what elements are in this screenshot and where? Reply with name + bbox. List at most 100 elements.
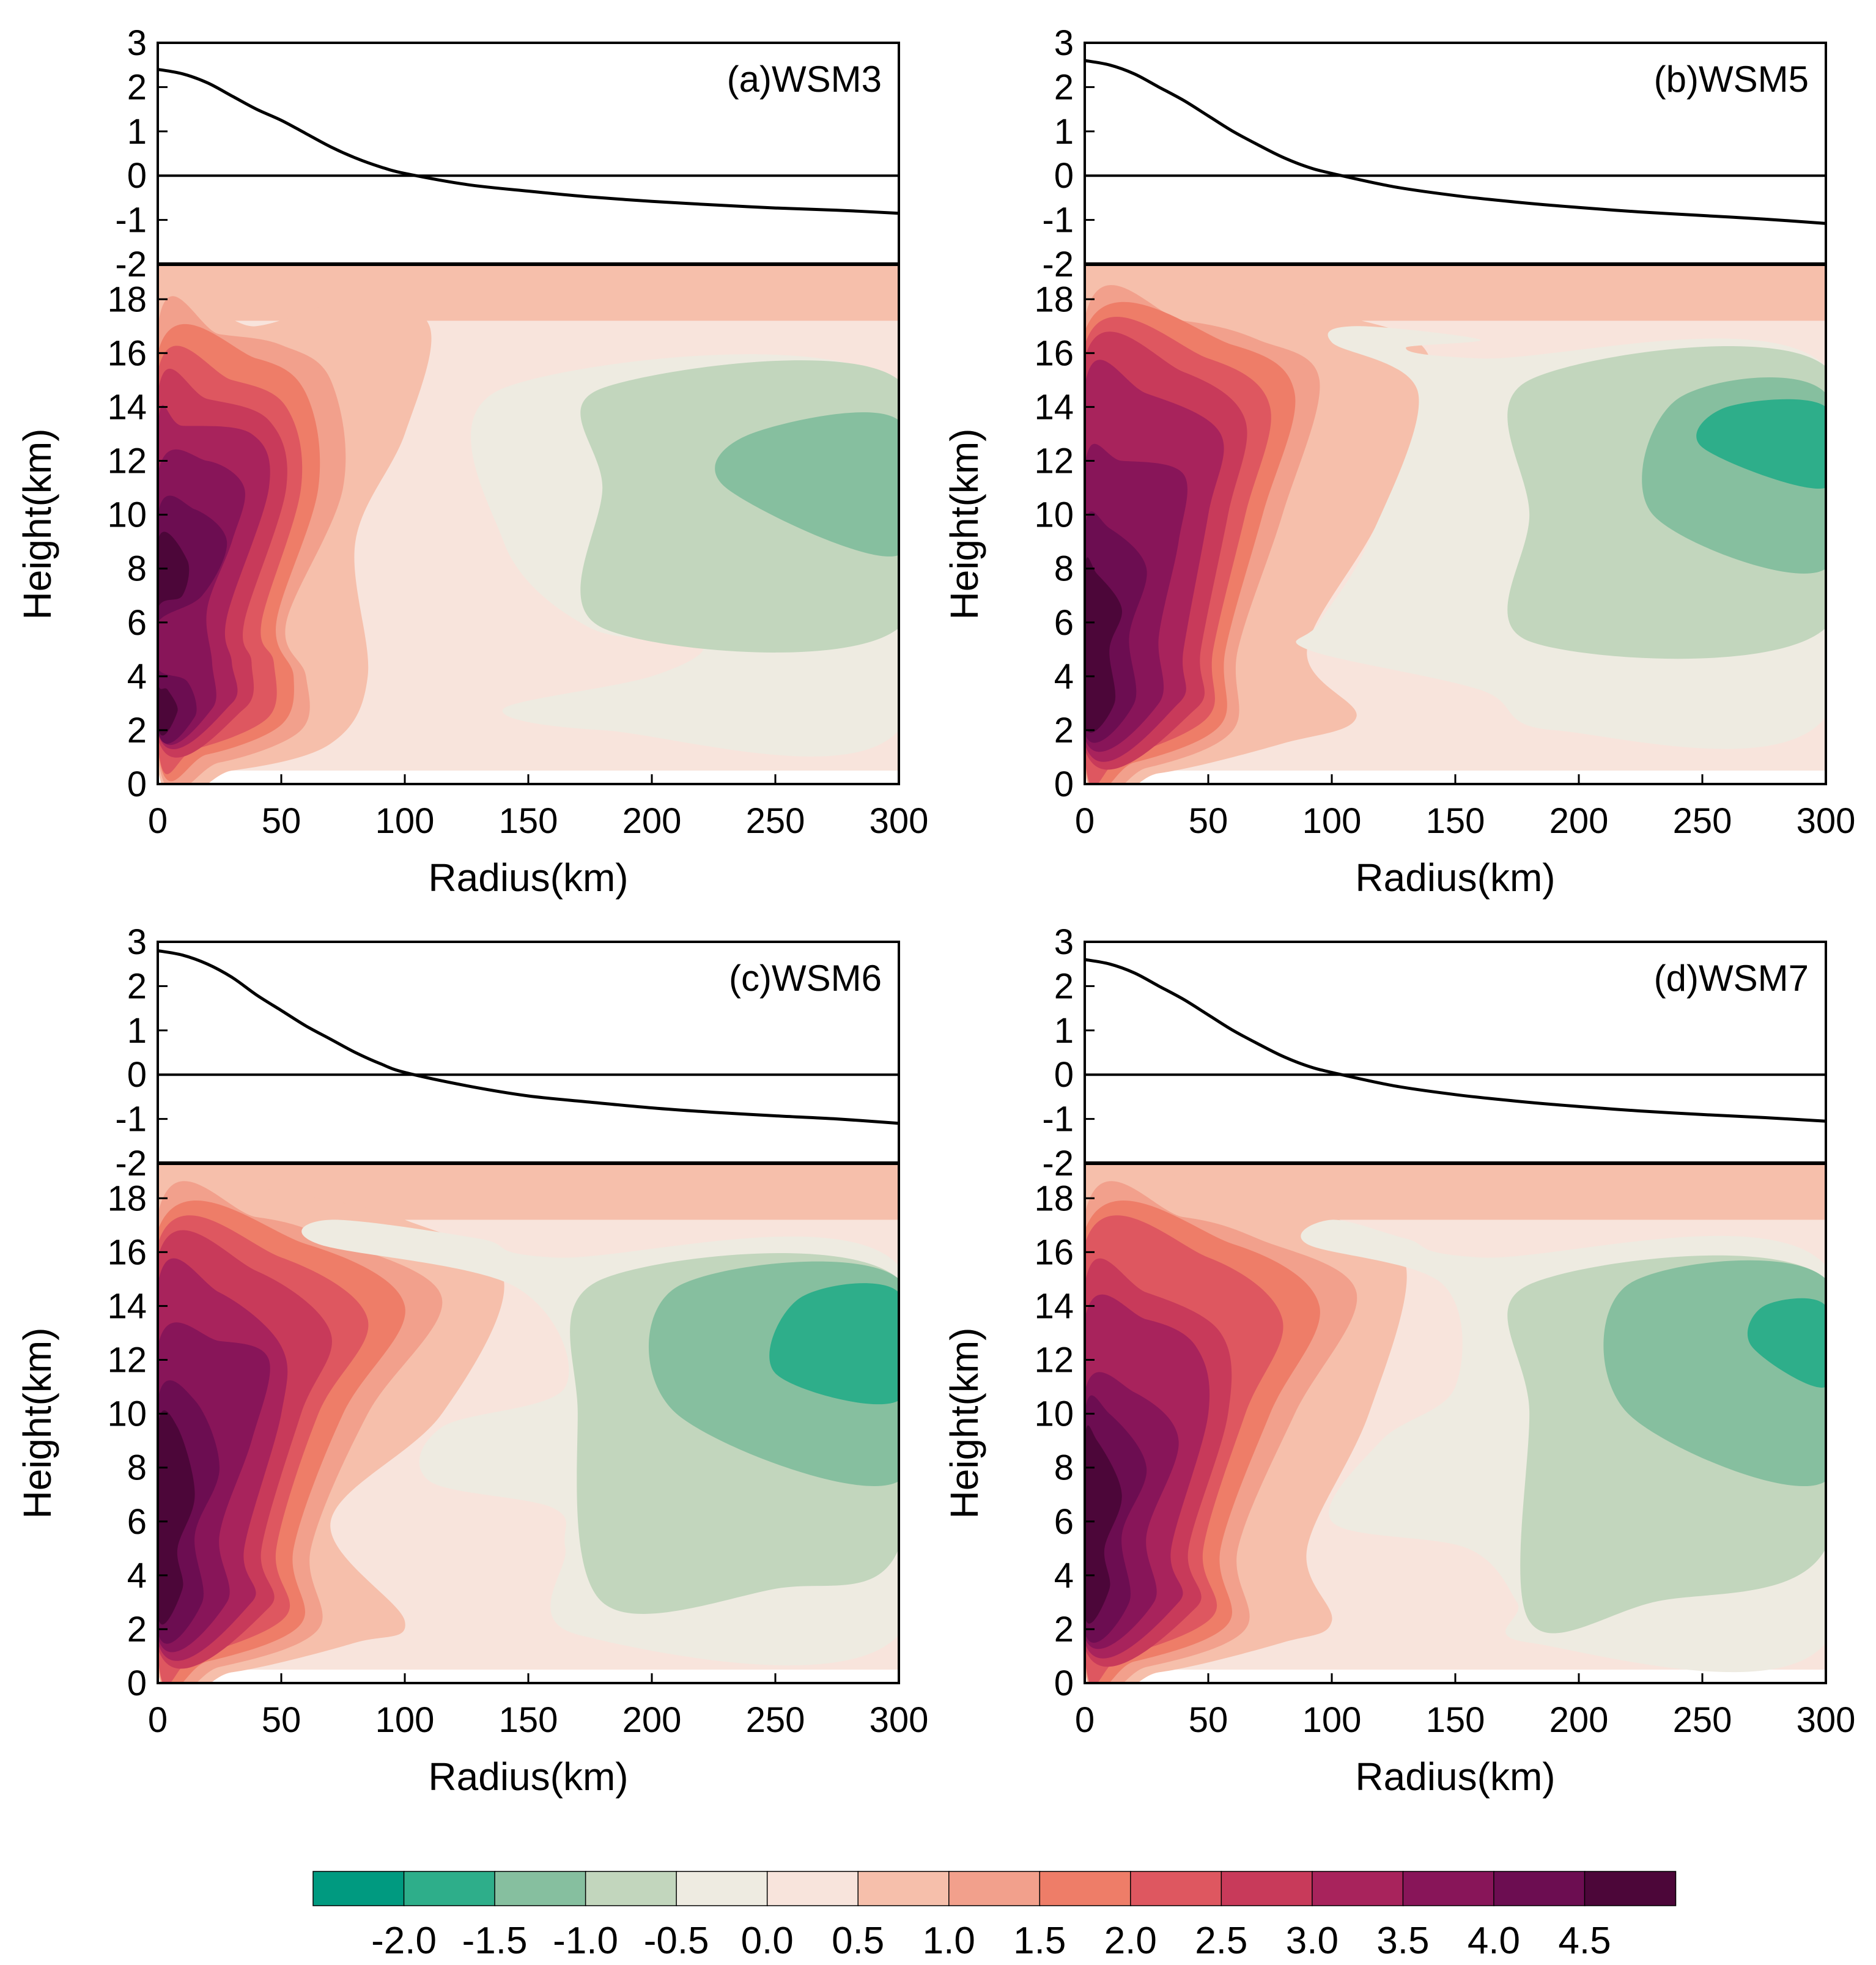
x-tick-label: 250 xyxy=(1673,1700,1732,1740)
y-tick-label: 8 xyxy=(1054,1448,1074,1488)
top-y-tick-label: 1 xyxy=(127,112,147,152)
top-y-tick-label: -2 xyxy=(1042,245,1074,284)
y-tick-label: 18 xyxy=(1034,1179,1074,1218)
colorbar-label: 1.5 xyxy=(1013,1920,1066,1962)
top-y-tick-label: -2 xyxy=(1042,1144,1074,1183)
y-tick-label: 10 xyxy=(107,1394,147,1434)
contour-a-11 xyxy=(715,412,899,557)
y-tick-label: 4 xyxy=(1054,1556,1074,1596)
y-axis-label: Height(km) xyxy=(942,1328,986,1519)
y-tick-label: 8 xyxy=(1054,549,1074,589)
x-tick-label: 200 xyxy=(1549,1700,1609,1740)
top-y-tick-label: 3 xyxy=(127,922,147,962)
top-y-tick-label: -2 xyxy=(115,1144,147,1183)
colorbar-swatch xyxy=(1493,1871,1586,1906)
x-tick-label: 150 xyxy=(1426,801,1485,841)
x-axis-label: Radius(km) xyxy=(1355,1755,1555,1799)
colorbar-swatch xyxy=(403,1871,496,1906)
top-frame-d xyxy=(1084,941,1827,1164)
y-tick-label: 10 xyxy=(1034,495,1074,535)
y-axis-label: Height(km) xyxy=(15,429,59,620)
top-y-tick-label: 3 xyxy=(1054,23,1074,63)
y-tick-label: 18 xyxy=(107,279,147,319)
y-tick-label: 14 xyxy=(1034,1286,1074,1326)
x-tick-label: 150 xyxy=(1426,1700,1485,1740)
x-tick-label: 300 xyxy=(870,801,929,841)
y-tick-label: 2 xyxy=(127,1610,147,1649)
x-tick-label: 50 xyxy=(262,801,301,841)
series-line-b xyxy=(1084,59,1826,225)
x-tick-label: 100 xyxy=(1302,801,1362,841)
contour-upper-band xyxy=(158,264,899,321)
y-tick-label: 4 xyxy=(127,1556,147,1596)
top-y-tick-label: 0 xyxy=(127,1055,147,1095)
x-axis-label: Radius(km) xyxy=(428,856,628,900)
series-line-d xyxy=(1084,958,1826,1123)
y-tick-label: 4 xyxy=(127,657,147,697)
contour-d-12 xyxy=(1747,1298,1826,1388)
top-y-tick-label: -1 xyxy=(115,201,147,240)
colorbar-swatch xyxy=(1130,1871,1222,1906)
contour-fill-b xyxy=(1085,264,1826,784)
colorbar-swatch xyxy=(1221,1871,1313,1906)
y-tick-label: 14 xyxy=(1034,387,1074,427)
top-y-tick-label: 0 xyxy=(1054,1055,1074,1095)
contour-d-8 xyxy=(1085,1425,1122,1624)
colorbar-label: -1.0 xyxy=(553,1920,618,1962)
colorbar-swatch xyxy=(948,1871,1041,1906)
colorbar-swatch xyxy=(1312,1871,1404,1906)
colorbar-swatch xyxy=(1402,1871,1495,1906)
panel-title: (b)WSM5 xyxy=(1654,59,1809,100)
y-tick-label: 10 xyxy=(1034,1394,1074,1434)
y-tick-label: 6 xyxy=(1054,1502,1074,1542)
y-tick-label: 12 xyxy=(1034,1341,1074,1380)
x-tick-label: 0 xyxy=(148,801,168,841)
y-tick-label: 0 xyxy=(127,1663,147,1703)
y-tick-label: 0 xyxy=(127,764,147,804)
top-y-tick-label: 1 xyxy=(127,1011,147,1051)
colorbar-swatch xyxy=(766,1871,859,1906)
y-tick-label: 8 xyxy=(127,549,147,589)
top-y-tick-label: 0 xyxy=(127,156,147,196)
y-tick-label: 6 xyxy=(127,1502,147,1542)
top-y-tick-label: -2 xyxy=(115,245,147,284)
top-y-tick-label: 2 xyxy=(1054,67,1074,107)
contour-b-12 xyxy=(1696,399,1826,489)
colorbar-label: 1.0 xyxy=(923,1920,975,1962)
top-y-tick-label: 1 xyxy=(1054,1011,1074,1051)
x-tick-label: 50 xyxy=(262,1700,301,1740)
top-y-tick-label: -1 xyxy=(1042,1100,1074,1139)
top-y-tick-label: -1 xyxy=(1042,201,1074,240)
y-tick-label: 10 xyxy=(107,495,147,535)
x-tick-label: 200 xyxy=(622,1700,682,1740)
y-tick-label: 16 xyxy=(107,333,147,373)
top-frame-c xyxy=(157,941,900,1164)
contour-fill-a xyxy=(158,264,899,784)
contour-fill-d xyxy=(1085,1163,1826,1683)
x-tick-label: 100 xyxy=(375,801,435,841)
contour-c-12 xyxy=(769,1283,899,1405)
top-y-tick-label: 2 xyxy=(127,67,147,107)
colorbar-swatch xyxy=(857,1871,950,1906)
colorbar-swatch xyxy=(1039,1871,1132,1906)
y-axis-label: Height(km) xyxy=(942,429,986,620)
colorbar-swatch xyxy=(312,1871,405,1906)
colorbar-label: 2.0 xyxy=(1104,1920,1157,1962)
x-tick-label: 250 xyxy=(746,801,805,841)
y-axis-label: Height(km) xyxy=(15,1328,59,1519)
x-tick-label: 300 xyxy=(1797,1700,1856,1740)
panel-title: (a)WSM3 xyxy=(727,59,882,100)
top-y-tick-label: 2 xyxy=(127,966,147,1006)
colorbar-swatch xyxy=(676,1871,768,1906)
colorbar-label: -0.5 xyxy=(644,1920,709,1962)
top-y-tick-label: -1 xyxy=(115,1100,147,1139)
top-y-tick-label: 2 xyxy=(1054,966,1074,1006)
colorbar-label: 4.0 xyxy=(1468,1920,1520,1962)
colorbar: -2.0 -1.5 -1.0 -0.5 0.0 0.5 1.0 1.5 2.0 2.5 3.0 3.5… xyxy=(312,1871,1677,1962)
colorbar-label: 2.5 xyxy=(1195,1920,1247,1962)
x-tick-label: 150 xyxy=(499,1700,558,1740)
colorbar-label: 0.0 xyxy=(741,1920,794,1962)
x-tick-label: 300 xyxy=(870,1700,929,1740)
